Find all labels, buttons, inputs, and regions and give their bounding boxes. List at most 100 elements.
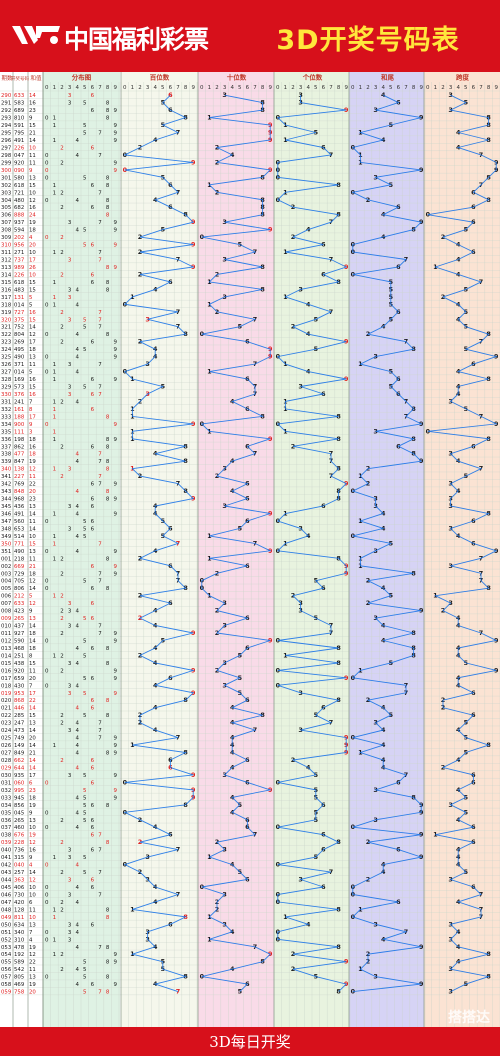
- row-issue: 007: [1, 601, 11, 607]
- digit-tick: 2: [366, 85, 370, 91]
- row-issue: 309: [1, 235, 12, 241]
- distribution-digit: 6: [91, 108, 95, 114]
- row-number: 806: [14, 586, 25, 592]
- row-sum: 14: [29, 624, 36, 630]
- distribution-digit: 0: [45, 579, 49, 585]
- trend-digit: 8: [336, 659, 341, 667]
- distribution-digit: 4: [75, 885, 79, 891]
- row-number: 040: [14, 863, 25, 869]
- row-issue: 056: [1, 967, 12, 973]
- distribution-digit: 9: [113, 960, 117, 966]
- footer-bar: 3D每日开奖: [0, 1027, 500, 1056]
- digit-tick: 8: [412, 85, 416, 91]
- row-sum: 9: [29, 422, 33, 428]
- row-number: 580: [14, 175, 25, 181]
- row-sum: 10: [29, 825, 36, 831]
- row-issue: 014: [1, 653, 12, 659]
- digit-tick: 3: [449, 85, 453, 91]
- distribution-digit: 8: [106, 287, 110, 293]
- distribution-digit: 8: [106, 803, 110, 809]
- distribution-digit: 2: [60, 235, 64, 241]
- row-number: 736: [14, 848, 25, 854]
- digit-tick: 3: [299, 85, 303, 91]
- lottery-logo: 中国福利彩票: [6, 16, 238, 56]
- row-sum: 17: [29, 691, 36, 697]
- digit-tick: 3: [374, 85, 378, 91]
- row-number: 480: [14, 198, 25, 204]
- row-sum: 4: [29, 863, 33, 869]
- distribution-digit: 3: [68, 892, 72, 898]
- row-number: 634: [14, 922, 25, 928]
- row-number: 542: [14, 967, 24, 973]
- distribution-digit: 4: [75, 287, 79, 293]
- distribution-digit: 8: [106, 840, 110, 846]
- digit-tick: 3: [68, 85, 72, 91]
- distribution-digit: 8: [106, 459, 110, 465]
- row-sum: 11: [29, 362, 36, 368]
- distribution-digit: 4: [75, 609, 79, 615]
- distribution-digit: 8: [106, 945, 110, 951]
- row-number: 446: [14, 706, 25, 712]
- trend-digit: 9: [268, 509, 273, 517]
- distribution-digit: 4: [75, 900, 79, 906]
- distribution-digit: 6: [91, 444, 95, 450]
- row-issue: 008: [1, 609, 12, 615]
- distribution-digit: 2: [60, 145, 64, 151]
- row-number: 247: [14, 721, 24, 727]
- row-number: 285: [14, 713, 24, 719]
- distribution-digit: 3: [68, 392, 72, 398]
- row-number: 490: [14, 355, 25, 361]
- row-issue: 038: [1, 833, 12, 839]
- distribution-digit: 5: [83, 175, 87, 181]
- row-sum: 17: [29, 773, 36, 779]
- distribution-digit: 2: [60, 967, 64, 973]
- trend-digit: 6: [396, 898, 401, 906]
- row-issue: 047: [1, 900, 11, 906]
- row-sum: 20: [29, 676, 36, 682]
- row-issue: 310: [1, 243, 12, 249]
- distribution-digit: 3: [68, 691, 72, 697]
- row-issue: 342: [1, 482, 11, 488]
- distribution-digit: 4: [75, 370, 79, 376]
- distribution-digit: 1: [53, 183, 57, 189]
- row-issue: 016: [1, 668, 12, 674]
- distribution-digit: 3: [68, 601, 72, 607]
- trend-digit: 9: [191, 771, 196, 779]
- row-sum: 9: [29, 810, 33, 816]
- row-number: 251: [14, 653, 24, 659]
- distribution-digit: 1: [53, 556, 57, 562]
- row-number: 888: [14, 213, 25, 219]
- row-number: 804: [14, 332, 25, 338]
- row-number: 014: [14, 302, 25, 308]
- row-sum: 6: [29, 780, 33, 786]
- distribution-digit: 3: [68, 317, 72, 323]
- row-issue: 326: [1, 362, 12, 368]
- row-issue: 344: [1, 497, 12, 503]
- distribution-digit: 3: [68, 937, 72, 943]
- row-sum: 4: [29, 937, 33, 943]
- row-issue: 315: [1, 280, 11, 286]
- row-issue: 019: [1, 691, 12, 697]
- row-issue: 350: [1, 541, 12, 547]
- distribution-digit: 4: [75, 198, 79, 204]
- digit-tick: 0: [426, 85, 430, 91]
- distribution-digit: 8: [106, 183, 110, 189]
- row-issue: 046: [1, 892, 12, 898]
- distribution-digit: 3: [68, 467, 72, 473]
- distribution-digit: 3: [68, 878, 72, 884]
- distribution-digit: 8: [106, 646, 110, 652]
- row-sum: 16: [29, 848, 36, 854]
- distribution-digit: 6: [91, 885, 95, 891]
- row-number: 752: [14, 325, 24, 331]
- distribution-digit: 4: [75, 683, 79, 689]
- distribution-digit: 1: [53, 511, 57, 517]
- row-issue: 341: [1, 474, 11, 480]
- distribution-digit: 5: [83, 579, 87, 585]
- trend-line-3: [276, 95, 348, 992]
- distribution-digit: 4: [75, 355, 79, 361]
- distribution-digit: 7: [98, 571, 102, 577]
- digit-tick: 4: [456, 85, 460, 91]
- distribution-digit: 8: [106, 101, 110, 107]
- distribution-digit: 0: [45, 332, 49, 338]
- distribution-digit: 0: [45, 683, 49, 689]
